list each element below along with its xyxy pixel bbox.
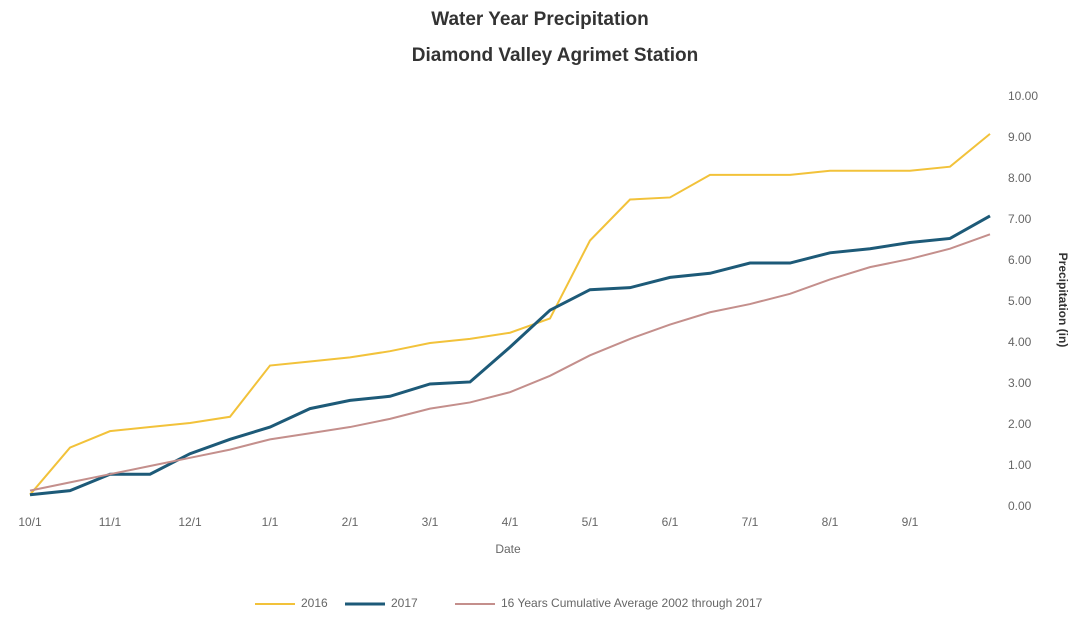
- x-tick-label: 6/1: [662, 515, 679, 529]
- legend-label: 2016: [301, 596, 328, 610]
- y-tick-label: 1.00: [1008, 458, 1032, 472]
- y-tick-label: 9.00: [1008, 130, 1032, 144]
- x-tick-label: 4/1: [502, 515, 519, 529]
- x-tick-label: 11/1: [99, 515, 122, 529]
- x-tick-label: 1/1: [262, 515, 279, 529]
- y-axis-label: Precipitation (in): [1056, 253, 1070, 348]
- y-tick-label: 10.00: [1008, 89, 1038, 103]
- series-line: [29, 133, 991, 496]
- x-tick-label: 8/1: [822, 515, 839, 529]
- y-tick-label: 3.00: [1008, 376, 1032, 390]
- chart-subtitle: Diamond Valley Agrimet Station: [412, 45, 698, 66]
- y-tick-label: 2.00: [1008, 417, 1032, 431]
- x-tick-label: 12/1: [178, 515, 202, 529]
- series-line: [29, 214, 991, 497]
- y-tick-label: 4.00: [1008, 335, 1032, 349]
- x-tick-label: 2/1: [342, 515, 359, 529]
- legend-label: 16 Years Cumulative Average 2002 through…: [501, 596, 763, 610]
- y-tick-label: 7.00: [1008, 212, 1032, 226]
- x-tick-label: 3/1: [422, 515, 439, 529]
- x-tick-label: 9/1: [902, 515, 919, 529]
- x-axis-label: Date: [495, 542, 521, 556]
- series-line: [29, 233, 991, 492]
- legend-label: 2017: [391, 596, 418, 610]
- y-tick-label: 6.00: [1008, 253, 1032, 267]
- y-tick-label: 8.00: [1008, 171, 1032, 185]
- y-tick-label: 5.00: [1008, 294, 1032, 308]
- x-tick-label: 5/1: [582, 515, 599, 529]
- chart-title: Water Year Precipitation: [431, 9, 649, 30]
- x-tick-label: 10/1: [18, 515, 42, 529]
- y-tick-label: 0.00: [1008, 499, 1032, 513]
- x-tick-label: 7/1: [742, 515, 759, 529]
